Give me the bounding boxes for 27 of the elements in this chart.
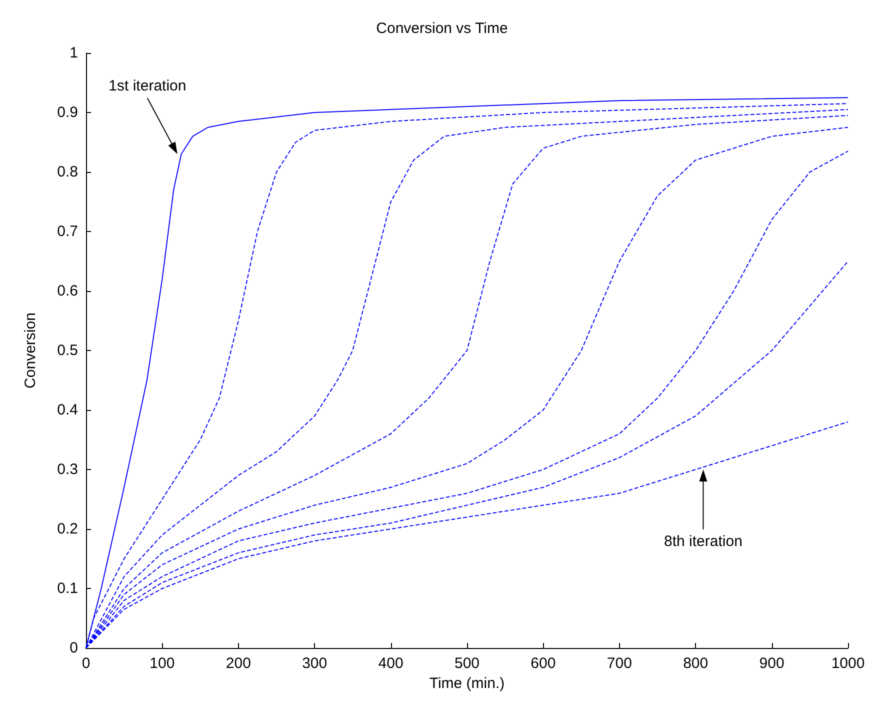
x-tick-label: 100: [150, 655, 175, 672]
x-axis-title: Time (min.): [429, 674, 505, 692]
y-axis-title: Conversion: [22, 312, 39, 388]
y-tick-label: 0.8: [57, 164, 78, 180]
y-tick-label: 0.4: [57, 402, 78, 418]
x-tick-label: 700: [606, 655, 632, 672]
y-tick-label: 0.5: [57, 342, 78, 359]
x-tick-label: 300: [302, 655, 328, 672]
y-tick-label: 0.3: [57, 461, 78, 478]
y-tick-label: 0.2: [57, 520, 78, 538]
x-tick-label: 1000: [831, 655, 865, 672]
y-tick-label: 0.9: [57, 104, 78, 121]
annotation: 8th iteration: [664, 533, 742, 550]
x-tick-label: 400: [378, 655, 404, 672]
x-tick-label: 0: [82, 655, 90, 672]
x-tick-label: 900: [759, 655, 784, 672]
annotation: 1st iteration: [108, 78, 186, 95]
y-tick-label: 0.1: [57, 580, 78, 597]
y-tick-label: 0.7: [57, 223, 78, 240]
x-tick-label: 800: [683, 655, 708, 672]
y-tick-label: 1: [70, 44, 78, 62]
y-tick-label: 0: [70, 640, 78, 656]
chart-title: Conversion vs Time: [376, 20, 508, 37]
x-tick-label: 200: [226, 655, 251, 672]
x-tick-label: 600: [530, 655, 556, 672]
y-tick-label: 0.6: [57, 282, 78, 300]
x-tick-label: 500: [454, 655, 480, 672]
